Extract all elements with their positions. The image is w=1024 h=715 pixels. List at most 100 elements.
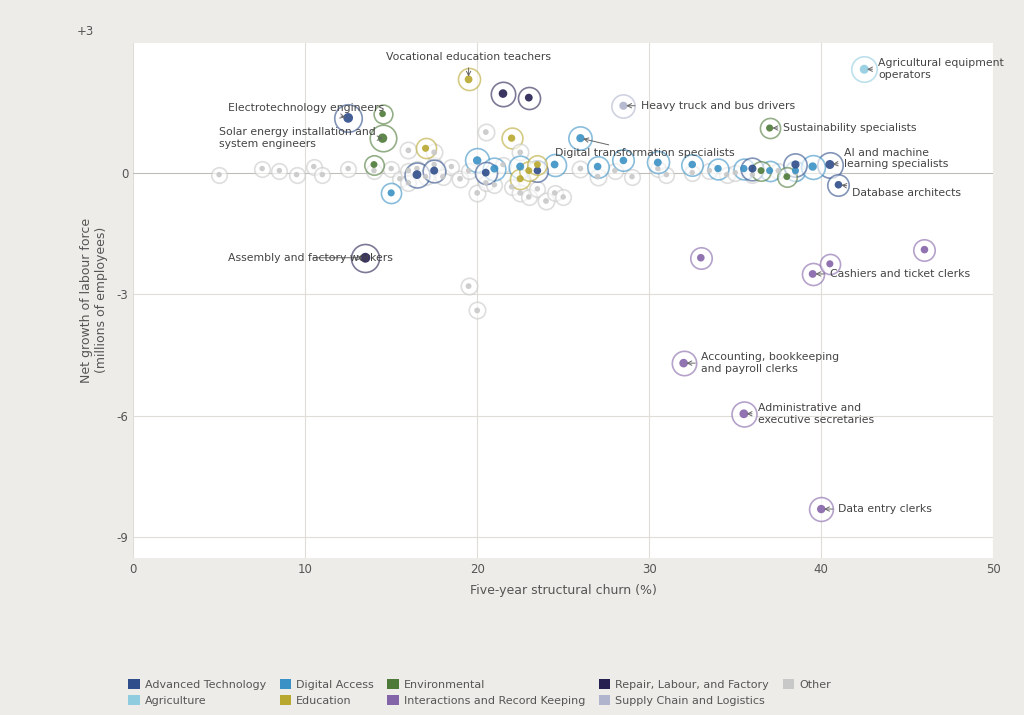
Point [426,147,442,158]
Point [495,159,511,170]
Point [529,159,546,170]
Point [770,165,786,177]
Point [547,159,563,170]
Point [615,154,632,166]
Point [649,157,666,168]
Point [504,132,520,144]
Point [762,122,778,134]
Point [572,132,589,144]
Point [434,171,451,182]
Point [658,169,675,180]
Point [787,167,804,178]
Point [391,173,408,184]
Point [753,165,769,177]
Text: Assembly and factory workers: Assembly and factory workers [227,252,392,262]
Point [289,169,305,180]
Point [547,187,563,199]
Point [615,154,632,166]
Point [649,163,666,174]
X-axis label: Five-year structural churn (%): Five-year structural churn (%) [470,584,656,597]
Text: Electrotechnology engineers: Electrotechnology engineers [227,103,384,118]
Point [469,305,485,316]
Legend: Advanced Technology, Agriculture, Digital Access, Education, Environmental, Inte: Advanced Technology, Agriculture, Digita… [128,679,831,706]
Point [590,161,606,172]
Point [366,159,382,170]
Text: AI and machine
learning specialists: AI and machine learning specialists [834,147,948,169]
Point [805,161,821,172]
Point [254,163,270,174]
Point [271,165,288,177]
Point [787,167,804,178]
Point [495,88,511,99]
Point [426,165,442,177]
Point [821,159,838,170]
Point [821,258,838,270]
Text: Vocational education teachers: Vocational education teachers [386,52,551,76]
Point [461,165,477,177]
Point [684,159,700,170]
Text: Accounting, bookkeeping
and payroll clerks: Accounting, bookkeeping and payroll cler… [687,352,839,374]
Point [590,161,606,172]
Point [366,165,382,177]
Point [830,179,847,190]
Point [418,142,434,154]
Point [486,179,503,190]
Point [787,165,804,177]
Point [512,173,528,184]
Y-axis label: Net growth of labour force
(millions of employees): Net growth of labour force (millions of … [80,218,109,383]
Point [400,144,417,156]
Point [426,159,442,170]
Point [735,408,752,420]
Point [375,108,391,119]
Point [538,195,554,207]
Point [590,171,606,182]
Point [529,165,546,177]
Point [744,163,761,174]
Point [409,163,425,174]
Point [375,108,391,119]
Point [477,167,494,178]
Point [684,159,700,170]
Point [486,163,503,174]
Point [512,161,528,172]
Point [572,163,589,174]
Point [529,159,546,170]
Point [211,169,227,180]
Point [254,163,270,174]
Point [762,165,778,177]
Point [649,157,666,168]
Point [710,163,726,174]
Point [744,163,761,174]
Point [418,142,434,154]
Point [701,165,718,177]
Text: Agricultural equipment
operators: Agricultural equipment operators [868,59,1004,80]
Point [744,169,761,180]
Point [486,179,503,190]
Point [821,159,838,170]
Text: Data entry clerks: Data entry clerks [825,504,932,514]
Point [778,171,795,182]
Point [555,191,571,202]
Point [469,154,485,166]
Point [486,163,503,174]
Point [400,165,417,177]
Point [383,187,399,199]
Point [735,163,752,174]
Point [787,165,804,177]
Point [727,167,743,178]
Point [538,195,554,207]
Point [512,187,528,199]
Point [271,165,288,177]
Point [770,165,786,177]
Point [676,358,692,369]
Point [727,167,743,178]
Point [572,132,589,144]
Point [684,167,700,178]
Point [477,127,494,138]
Point [477,167,494,178]
Point [512,187,528,199]
Point [787,159,804,170]
Point [495,88,511,99]
Point [520,92,537,104]
Point [762,165,778,177]
